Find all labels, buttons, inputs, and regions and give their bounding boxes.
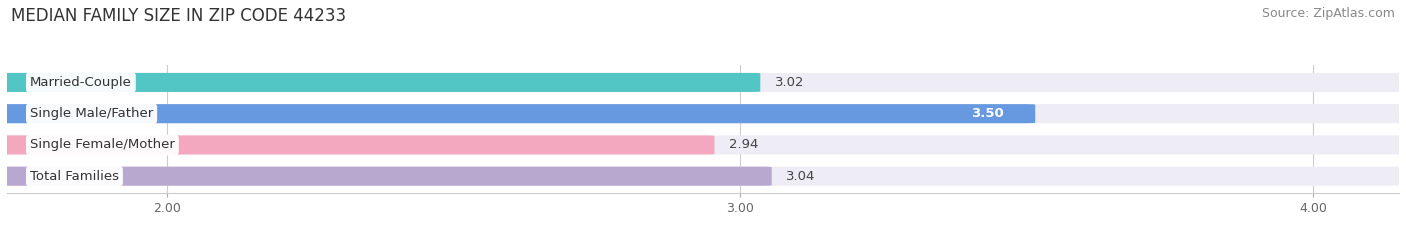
FancyBboxPatch shape (0, 73, 761, 92)
Text: Source: ZipAtlas.com: Source: ZipAtlas.com (1261, 7, 1395, 20)
Text: Married-Couple: Married-Couple (30, 76, 132, 89)
FancyBboxPatch shape (0, 167, 772, 186)
Text: MEDIAN FAMILY SIZE IN ZIP CODE 44233: MEDIAN FAMILY SIZE IN ZIP CODE 44233 (11, 7, 346, 25)
FancyBboxPatch shape (0, 104, 1035, 123)
FancyBboxPatch shape (0, 135, 714, 154)
FancyBboxPatch shape (0, 135, 1406, 154)
Text: Total Families: Total Families (30, 170, 120, 183)
Text: 3.04: 3.04 (786, 170, 815, 183)
FancyBboxPatch shape (0, 73, 1406, 92)
Text: 3.02: 3.02 (775, 76, 804, 89)
Text: 3.50: 3.50 (972, 107, 1004, 120)
Text: Single Female/Mother: Single Female/Mother (30, 138, 174, 151)
Text: Single Male/Father: Single Male/Father (30, 107, 153, 120)
Text: 2.94: 2.94 (728, 138, 758, 151)
FancyBboxPatch shape (0, 167, 1406, 186)
FancyBboxPatch shape (0, 104, 1406, 123)
